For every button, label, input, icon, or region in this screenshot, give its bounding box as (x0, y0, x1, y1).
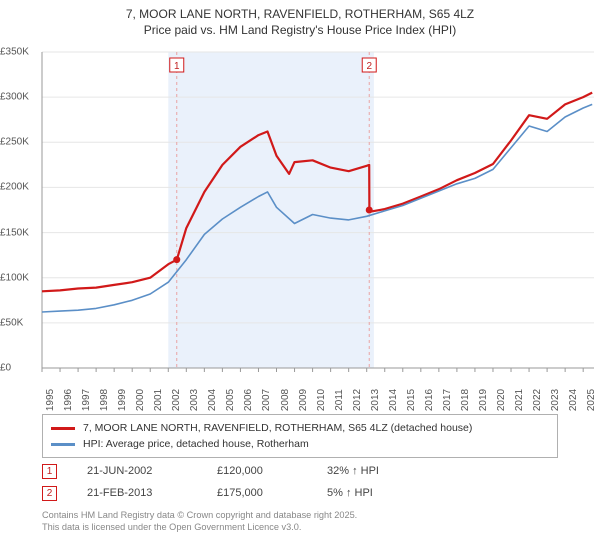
y-tick-label: £200K (0, 182, 40, 193)
legend-swatch (51, 427, 75, 430)
y-tick-label: £250K (0, 137, 40, 148)
marker-date: 21-JUN-2002 (87, 465, 217, 477)
svg-text:2: 2 (366, 61, 372, 72)
attribution-line: This data is licensed under the Open Gov… (42, 522, 357, 534)
svg-text:1: 1 (174, 61, 180, 72)
legend: 7, MOOR LANE NORTH, RAVENFIELD, ROTHERHA… (42, 414, 558, 458)
x-tick-label: 2012 (352, 389, 363, 411)
chart-svg: 12 (0, 48, 600, 408)
chart-title-block: 7, MOOR LANE NORTH, RAVENFIELD, ROTHERHA… (0, 0, 600, 38)
marker-row: 1 21-JUN-2002 £120,000 32% ↑ HPI (42, 460, 447, 482)
legend-label: HPI: Average price, detached house, Roth… (83, 438, 309, 450)
x-tick-label: 2005 (225, 389, 236, 411)
x-tick-label: 2024 (568, 389, 579, 411)
title-line-2: Price paid vs. HM Land Registry's House … (0, 22, 600, 38)
legend-item: 7, MOOR LANE NORTH, RAVENFIELD, ROTHERHA… (51, 420, 549, 436)
x-tick-label: 2019 (478, 389, 489, 411)
x-tick-label: 2020 (496, 389, 507, 411)
x-tick-label: 2016 (424, 389, 435, 411)
x-tick-label: 2008 (280, 389, 291, 411)
marker-price: £175,000 (217, 487, 327, 499)
y-tick-label: £0 (0, 363, 40, 374)
x-tick-label: 2014 (388, 389, 399, 411)
y-tick-label: £50K (0, 317, 40, 328)
x-tick-label: 2011 (334, 389, 345, 411)
x-tick-label: 1999 (117, 389, 128, 411)
x-tick-label: 1996 (63, 389, 74, 411)
root: 7, MOOR LANE NORTH, RAVENFIELD, ROTHERHA… (0, 0, 600, 560)
legend-swatch (51, 443, 75, 446)
marker-badge: 1 (42, 464, 57, 479)
x-tick-label: 2017 (442, 389, 453, 411)
x-tick-label: 2025 (586, 389, 597, 411)
attribution-line: Contains HM Land Registry data © Crown c… (42, 510, 357, 522)
x-tick-label: 1998 (99, 389, 110, 411)
y-tick-label: £300K (0, 92, 40, 103)
legend-label: 7, MOOR LANE NORTH, RAVENFIELD, ROTHERHA… (83, 422, 472, 434)
marker-date: 21-FEB-2013 (87, 487, 217, 499)
x-tick-label: 2015 (406, 389, 417, 411)
x-tick-label: 2004 (207, 389, 218, 411)
x-tick-label: 2013 (370, 389, 381, 411)
x-tick-label: 2002 (171, 389, 182, 411)
x-tick-label: 2009 (298, 389, 309, 411)
x-tick-label: 1995 (45, 389, 56, 411)
marker-price: £120,000 (217, 465, 327, 477)
x-tick-label: 2000 (135, 389, 146, 411)
x-tick-label: 1997 (81, 389, 92, 411)
y-tick-label: £150K (0, 227, 40, 238)
x-tick-label: 2021 (514, 389, 525, 411)
marker-delta: 5% ↑ HPI (327, 487, 447, 499)
x-tick-label: 2022 (532, 389, 543, 411)
x-tick-label: 2003 (189, 389, 200, 411)
attribution: Contains HM Land Registry data © Crown c… (42, 510, 357, 533)
x-tick-label: 2018 (460, 389, 471, 411)
x-tick-label: 2001 (153, 389, 164, 411)
chart-area: 12 £0£50K£100K£150K£200K£250K£300K£350K … (0, 48, 600, 408)
marker-row: 2 21-FEB-2013 £175,000 5% ↑ HPI (42, 482, 447, 504)
x-tick-label: 2006 (243, 389, 254, 411)
title-line-1: 7, MOOR LANE NORTH, RAVENFIELD, ROTHERHA… (0, 6, 600, 22)
legend-item: HPI: Average price, detached house, Roth… (51, 436, 549, 452)
event-markers-table: 1 21-JUN-2002 £120,000 32% ↑ HPI 2 21-FE… (42, 460, 447, 504)
marker-badge: 2 (42, 486, 57, 501)
x-tick-label: 2007 (261, 389, 272, 411)
x-tick-label: 2010 (316, 389, 327, 411)
y-tick-label: £350K (0, 47, 40, 58)
y-tick-label: £100K (0, 272, 40, 283)
x-tick-label: 2023 (550, 389, 561, 411)
marker-delta: 32% ↑ HPI (327, 465, 447, 477)
